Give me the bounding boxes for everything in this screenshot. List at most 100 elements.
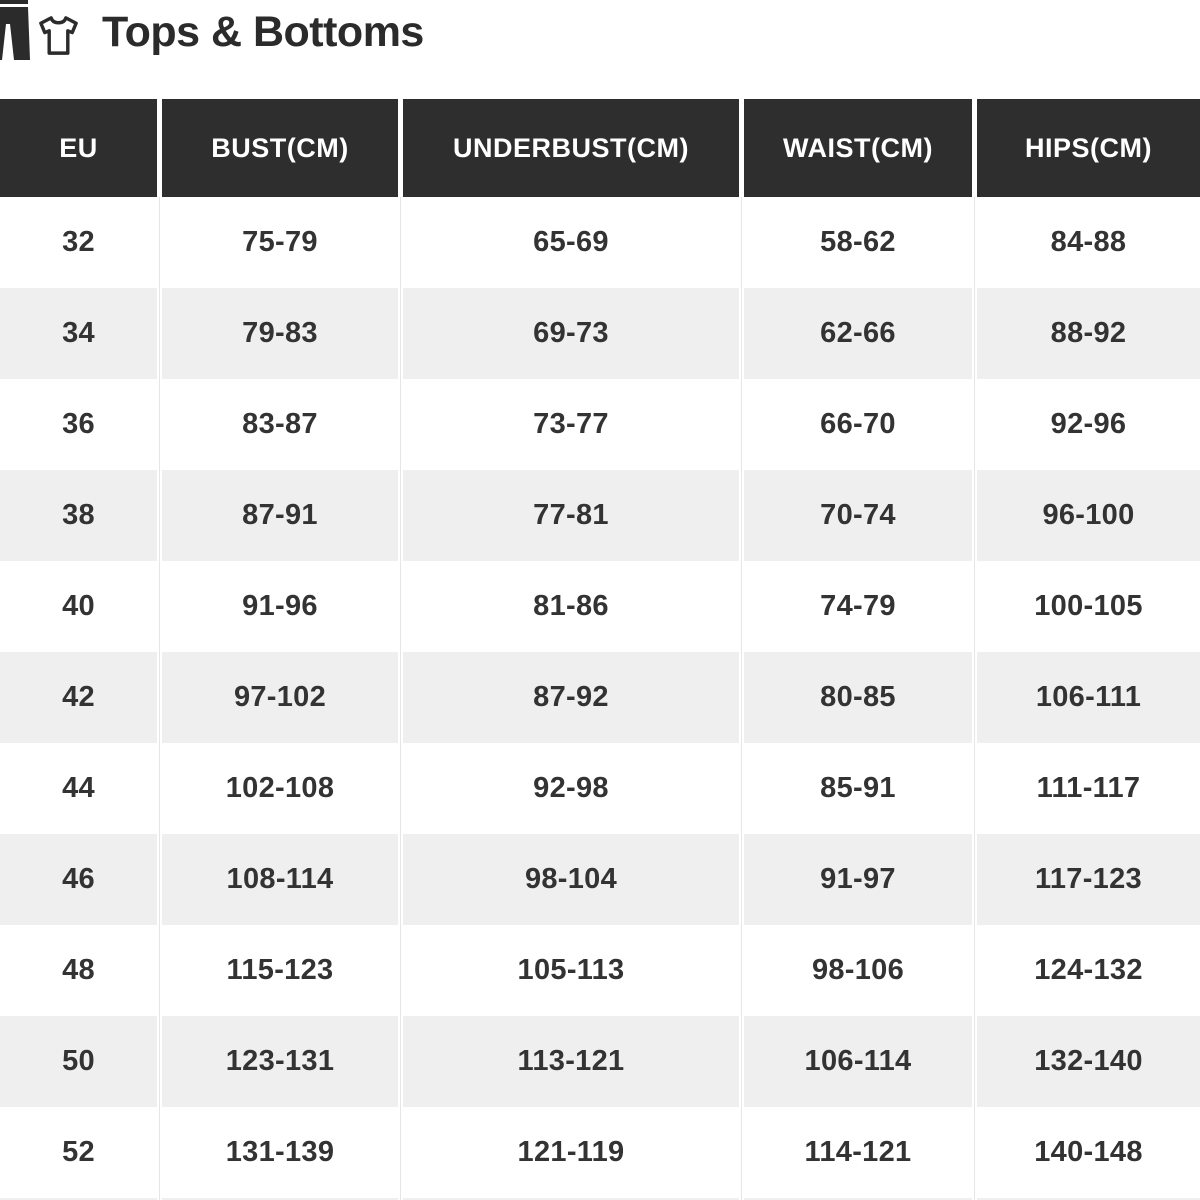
measurement-cell: 87-91 [162,470,398,561]
column-header: EU [0,99,157,197]
measurement-cell: 92-96 [977,379,1200,470]
measurement-cell: 66-70 [744,379,972,470]
measurement-cell: 69-73 [403,288,739,379]
measurement-cell: 84-88 [977,197,1200,288]
table-row: 42 97-102 87-92 80-85 106-111 [0,652,1200,743]
measurement-cell: 115-123 [162,925,398,1016]
column-separator [398,1016,403,1107]
size-cell: 44 [0,743,157,834]
measurement-cell: 121-119 [403,1107,739,1198]
measurement-cell: 111-117 [977,743,1200,834]
column-separator [157,470,162,561]
measurement-cell: 96-100 [977,470,1200,561]
measurement-cell [162,1198,398,1200]
column-separator [157,652,162,743]
column-separator [157,925,162,1016]
measurement-cell: 132-140 [977,1016,1200,1107]
column-separator [739,288,744,379]
column-separator [972,197,977,288]
size-cell: 38 [0,470,157,561]
column-separator [157,99,162,197]
column-separator [398,99,403,197]
size-cell: 42 [0,652,157,743]
measurement-cell: 87-92 [403,652,739,743]
column-header: HIPS(CM) [977,99,1200,197]
size-cell: 40 [0,561,157,652]
measurement-cell: 92-98 [403,743,739,834]
column-separator [157,834,162,925]
measurement-cell: 65-69 [403,197,739,288]
pants-icon [0,0,32,64]
column-separator [972,288,977,379]
table-header-row: EU BUST(CM) UNDERBUST(CM) WAIST(CM) HIPS(CM) [0,99,1200,197]
measurement-cell: 97-102 [162,652,398,743]
table-row: 52 131-139 121-119 114-121 140-148 [0,1107,1200,1198]
column-separator [972,652,977,743]
column-separator [739,561,744,652]
clipped-next-row [0,1198,1200,1200]
table-row: 48 115-123 105-113 98-106 124-132 [0,925,1200,1016]
measurement-cell: 70-74 [744,470,972,561]
measurement-cell: 73-77 [403,379,739,470]
measurement-cell: 79-83 [162,288,398,379]
measurement-cell: 91-96 [162,561,398,652]
table-row: 44 102-108 92-98 85-91 111-117 [0,743,1200,834]
column-separator [157,1198,162,1200]
table-row: 32 75-79 65-69 58-62 84-88 [0,197,1200,288]
column-separator [398,743,403,834]
column-separator [972,743,977,834]
size-cell: 46 [0,834,157,925]
measurement-cell: 98-106 [744,925,972,1016]
measurement-cell: 62-66 [744,288,972,379]
column-header: WAIST(CM) [744,99,972,197]
size-cell: 34 [0,288,157,379]
column-separator [739,925,744,1016]
measurement-cell: 91-97 [744,834,972,925]
column-separator [972,834,977,925]
table-row: 50 123-131 113-121 106-114 132-140 [0,1016,1200,1107]
column-separator [739,1198,744,1200]
table-row: 40 91-96 81-86 74-79 100-105 [0,561,1200,652]
column-separator [739,743,744,834]
column-separator [157,561,162,652]
column-separator [157,1016,162,1107]
column-separator [739,470,744,561]
column-separator [739,834,744,925]
column-separator [972,99,977,197]
size-cell: 32 [0,197,157,288]
page-title: Tops & Bottoms [102,8,424,56]
measurement-cell: 75-79 [162,197,398,288]
column-separator [398,379,403,470]
measurement-cell: 98-104 [403,834,739,925]
measurement-cell: 117-123 [977,834,1200,925]
column-separator [972,925,977,1016]
column-separator [972,1016,977,1107]
table-row: 36 83-87 73-77 66-70 92-96 [0,379,1200,470]
column-separator [398,197,403,288]
measurement-cell: 124-132 [977,925,1200,1016]
column-separator [157,288,162,379]
measurement-cell: 114-121 [744,1107,972,1198]
measurement-cell: 100-105 [977,561,1200,652]
size-cell: 36 [0,379,157,470]
measurement-cell: 106-111 [977,652,1200,743]
column-separator [157,1107,162,1198]
measurement-cell: 106-114 [744,1016,972,1107]
column-separator [398,925,403,1016]
column-separator [398,470,403,561]
column-separator [398,561,403,652]
measurement-cell: 140-148 [977,1107,1200,1198]
column-separator [739,652,744,743]
column-separator [739,99,744,197]
page-header: Tops & Bottoms [0,0,1200,99]
column-separator [398,1198,403,1200]
measurement-cell: 80-85 [744,652,972,743]
measurement-cell: 58-62 [744,197,972,288]
table-row: 46 108-114 98-104 91-97 117-123 [0,834,1200,925]
column-header: BUST(CM) [162,99,398,197]
measurement-cell [744,1198,972,1200]
table-row: 38 87-91 77-81 70-74 96-100 [0,470,1200,561]
measurement-cell: 81-86 [403,561,739,652]
measurement-cell: 77-81 [403,470,739,561]
